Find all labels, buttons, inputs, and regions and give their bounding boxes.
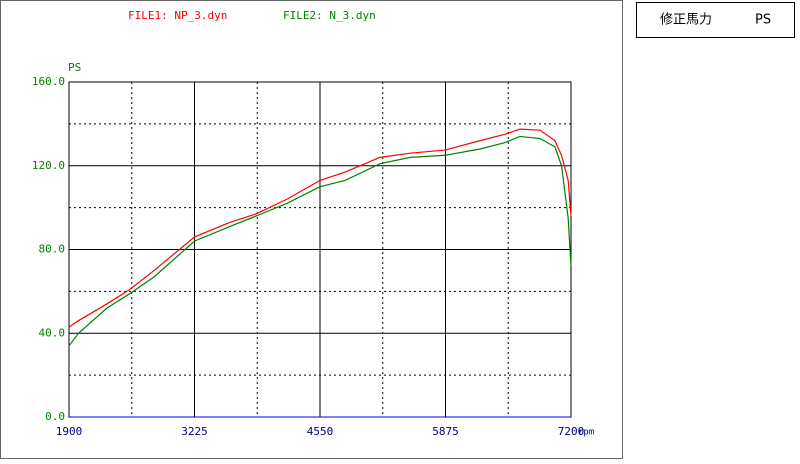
y-tick-label: 160.0: [32, 75, 65, 88]
x-tick-label: 5875: [432, 425, 459, 438]
x-axis-label: rpm: [578, 428, 594, 438]
y-tick-label: 120.0: [32, 159, 65, 172]
x-tick-label: 1900: [56, 425, 83, 438]
legend-entry: FILE1: NP_3.dyn: [128, 9, 227, 22]
data-line: [68, 135, 572, 347]
x-tick-label: 7200: [558, 425, 585, 438]
x-tick-label: 3225: [181, 425, 208, 438]
y-tick-label: 0.0: [45, 410, 65, 423]
x-tick-label: 4550: [307, 425, 334, 438]
y-axis-label: PS: [68, 61, 81, 74]
panel-title: 修正馬力: [660, 13, 712, 28]
data-line: [68, 128, 572, 328]
panel-box: [636, 2, 795, 38]
chart-frame: [0, 0, 623, 459]
legend-entry: FILE2: N_3.dyn: [283, 9, 376, 22]
panel-unit: PS: [755, 13, 771, 28]
y-tick-label: 40.0: [39, 326, 66, 339]
y-tick-label: 80.0: [39, 243, 66, 256]
